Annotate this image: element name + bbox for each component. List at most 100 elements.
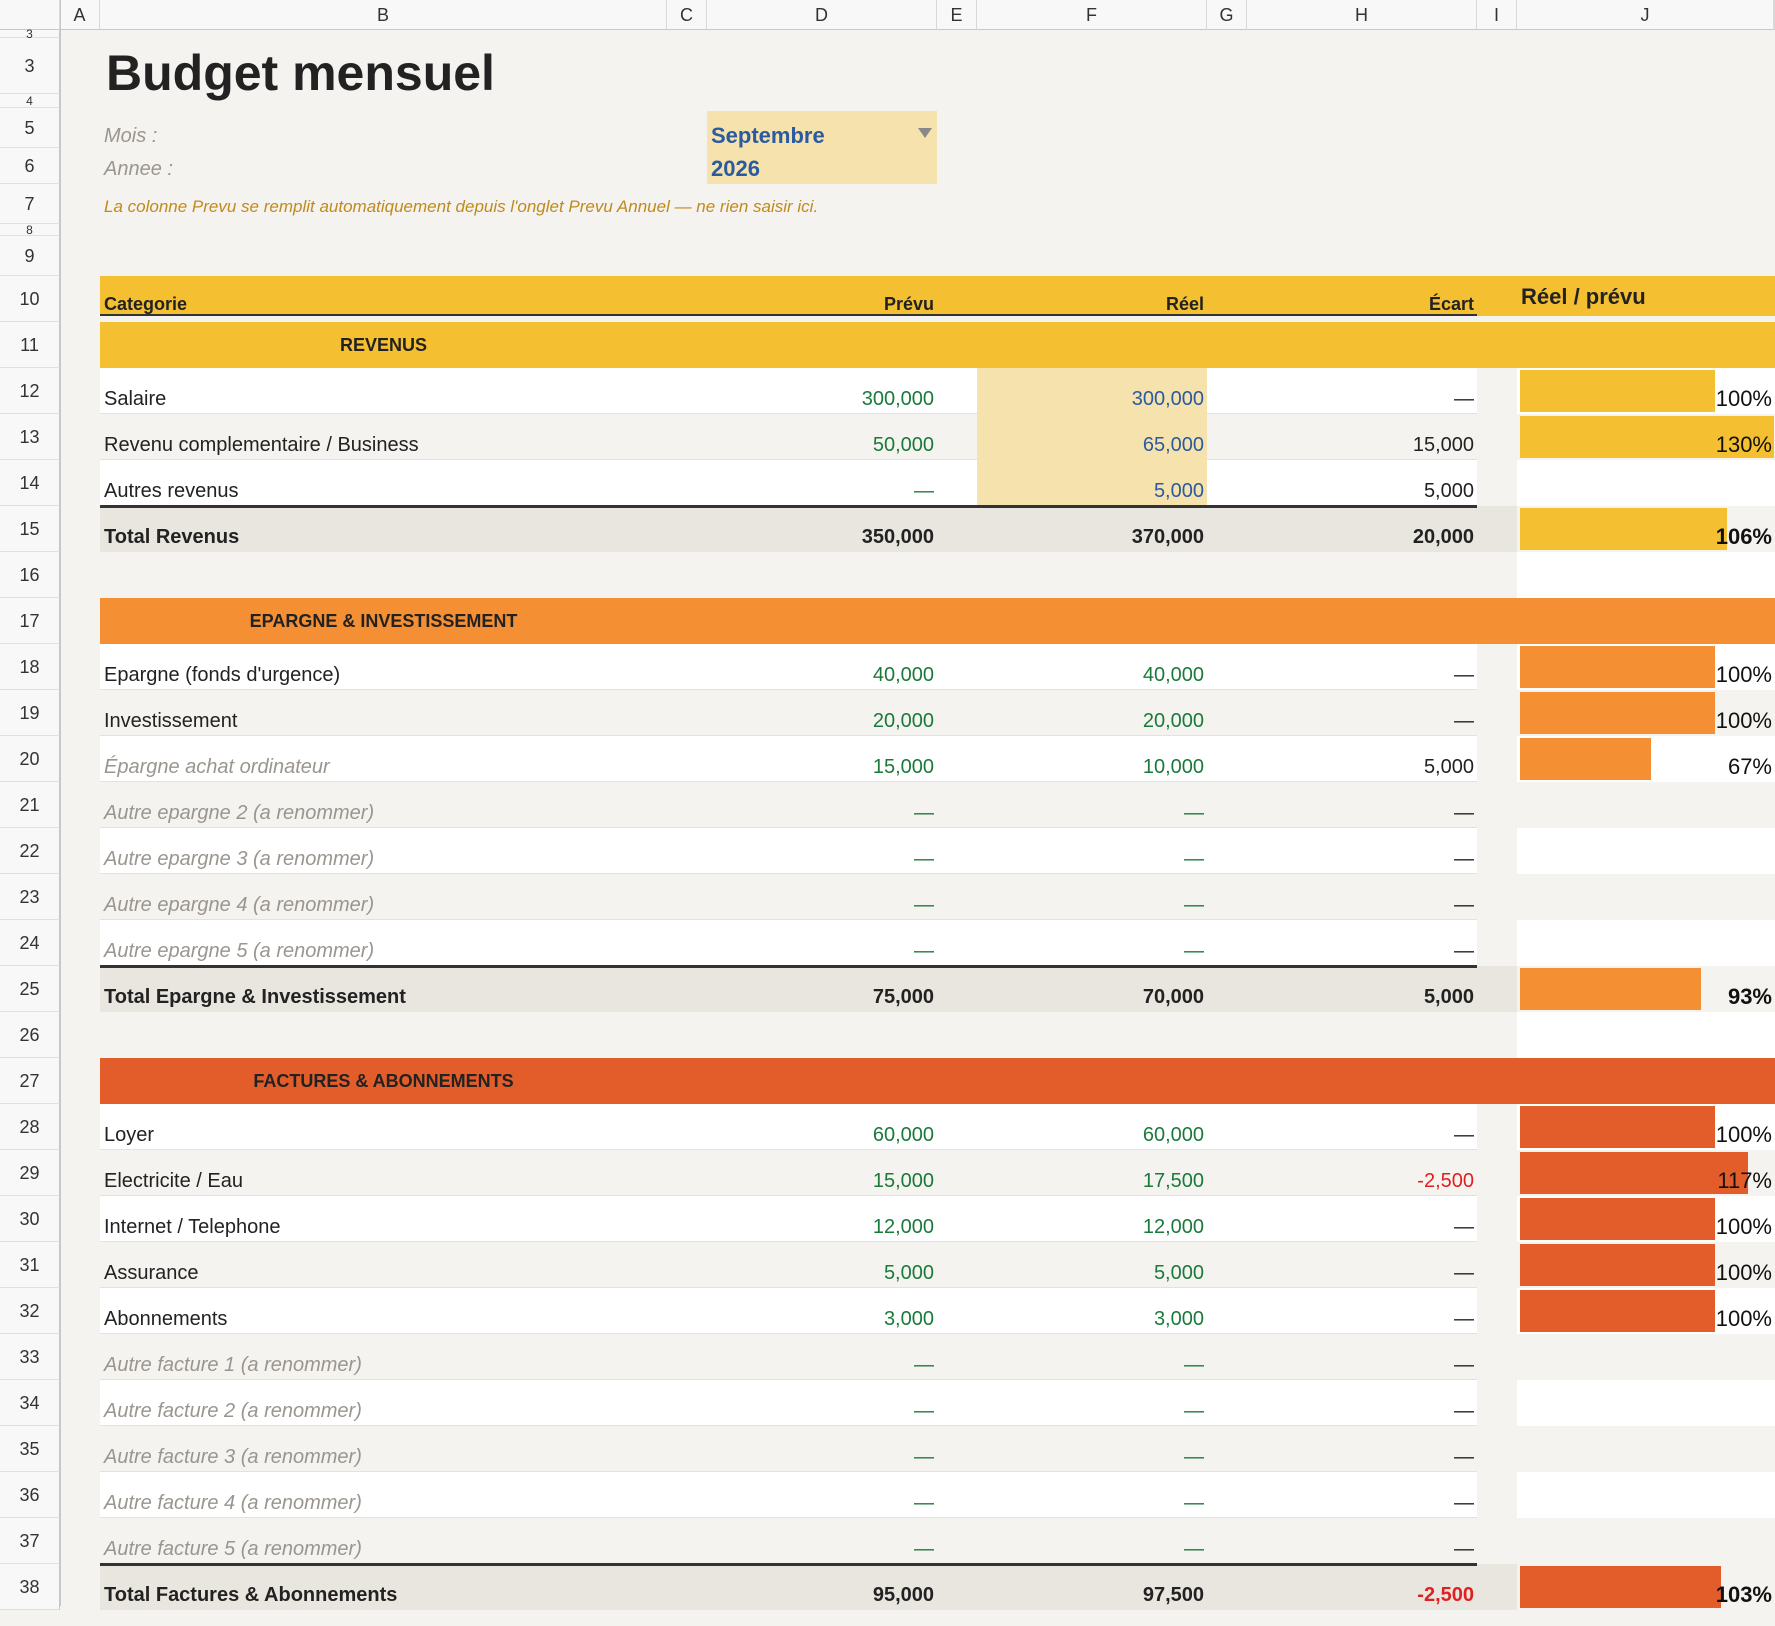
column-header-b[interactable]: B (100, 0, 667, 30)
prevu-value[interactable]: — (914, 802, 934, 824)
reel-input-bg[interactable] (977, 368, 1207, 414)
ecart-value[interactable]: 5,000 (1423, 756, 1474, 778)
row-header[interactable]: 29 (0, 1150, 60, 1196)
prevu-value[interactable]: 3,000 (883, 1308, 934, 1330)
mois-value[interactable]: Septembre (711, 123, 825, 148)
row-label[interactable]: Assurance (104, 1262, 199, 1284)
prevu-value[interactable]: — (914, 848, 934, 870)
annee-value[interactable]: 2026 (711, 156, 760, 181)
row-header[interactable]: 17 (0, 598, 60, 644)
ecart-value[interactable]: — (1454, 1446, 1474, 1468)
prevu-value[interactable]: — (914, 1492, 934, 1514)
select-all-corner[interactable] (0, 0, 60, 30)
row-label[interactable]: Autre facture 5 (a renommer) (104, 1538, 362, 1560)
reel-value[interactable]: — (1184, 1354, 1204, 1376)
reel-value[interactable]: 17,500 (1142, 1170, 1204, 1192)
prevu-value[interactable]: 40,000 (872, 664, 934, 686)
ecart-value[interactable]: — (1454, 1262, 1474, 1284)
reel-value[interactable]: 65,000 (1142, 434, 1204, 456)
row-header[interactable]: 8 (0, 224, 60, 236)
prevu-value[interactable]: — (914, 894, 934, 916)
column-header-g[interactable]: G (1207, 0, 1247, 30)
row-header[interactable]: 38 (0, 1564, 60, 1610)
row-header[interactable]: 25 (0, 966, 60, 1012)
row-label[interactable]: Autre epargne 4 (a renommer) (104, 894, 375, 916)
row-header[interactable]: 19 (0, 690, 60, 736)
row-header[interactable]: 21 (0, 782, 60, 828)
row-header[interactable]: 34 (0, 1380, 60, 1426)
mois-select[interactable] (707, 111, 937, 148)
ecart-value[interactable]: — (1454, 802, 1474, 824)
reel-value[interactable]: 20,000 (1142, 710, 1204, 732)
row-header[interactable]: 15 (0, 506, 60, 552)
reel-value[interactable]: 12,000 (1142, 1216, 1204, 1238)
ecart-value[interactable]: 15,000 (1412, 434, 1474, 456)
dropdown-arrow-icon[interactable] (918, 125, 932, 138)
column-header-d[interactable]: D (707, 0, 937, 30)
prevu-value[interactable]: 50,000 (872, 434, 934, 456)
reel-value[interactable]: 3,000 (1153, 1308, 1204, 1330)
row-label[interactable]: Autres revenus (104, 480, 239, 502)
reel-value[interactable]: 10,000 (1142, 756, 1204, 778)
prevu-value[interactable]: 300,000 (861, 388, 934, 410)
reel-value[interactable]: 40,000 (1142, 664, 1204, 686)
column-header-h[interactable]: H (1247, 0, 1477, 30)
ecart-value[interactable]: — (1454, 1354, 1474, 1376)
ecart-value[interactable]: — (1454, 1400, 1474, 1422)
row-header[interactable]: 26 (0, 1012, 60, 1058)
ecart-value[interactable]: — (1454, 894, 1474, 916)
prevu-value[interactable]: — (914, 1354, 934, 1376)
prevu-value[interactable]: — (914, 940, 934, 962)
row-label[interactable]: Épargne achat ordinateur (104, 756, 330, 778)
reel-value[interactable]: 60,000 (1142, 1124, 1204, 1146)
reel-value[interactable]: 5,000 (1153, 1262, 1204, 1284)
reel-value[interactable]: — (1184, 940, 1204, 962)
row-header[interactable]: 3 (0, 38, 60, 94)
column-header-i[interactable]: I (1477, 0, 1517, 30)
row-label[interactable]: Autre epargne 5 (a renommer) (104, 940, 375, 962)
prevu-value[interactable]: 15,000 (872, 1170, 934, 1192)
row-label[interactable]: Autre facture 3 (a renommer) (104, 1446, 362, 1468)
row-header[interactable]: 11 (0, 322, 60, 368)
row-label[interactable]: Electricite / Eau (104, 1170, 243, 1192)
reel-value[interactable]: 300,000 (1131, 388, 1204, 410)
row-label[interactable]: Investissement (104, 710, 238, 732)
column-header-e[interactable]: E (937, 0, 977, 30)
column-header-j[interactable]: J (1517, 0, 1774, 30)
row-header[interactable]: 37 (0, 1518, 60, 1564)
row-header[interactable]: 14 (0, 460, 60, 506)
reel-value[interactable]: — (1184, 1446, 1204, 1468)
column-header-c[interactable]: C (667, 0, 707, 30)
row-header[interactable]: 10 (0, 276, 60, 322)
reel-value[interactable]: 5,000 (1153, 480, 1204, 502)
row-header[interactable]: 32 (0, 1288, 60, 1334)
row-header[interactable]: 6 (0, 148, 60, 184)
row-label[interactable]: Autre epargne 2 (a renommer) (104, 802, 375, 824)
reel-value[interactable]: — (1184, 1538, 1204, 1560)
row-label[interactable]: Autre facture 4 (a renommer) (104, 1492, 362, 1514)
reel-input-bg[interactable] (977, 414, 1207, 460)
prevu-value[interactable]: 12,000 (872, 1216, 934, 1238)
ecart-value[interactable]: — (1454, 1492, 1474, 1514)
column-header-a[interactable]: A (60, 0, 100, 30)
row-header[interactable]: 3 (0, 28, 60, 40)
row-header[interactable]: 20 (0, 736, 60, 782)
row-header[interactable]: 22 (0, 828, 60, 874)
row-header[interactable]: 9 (0, 236, 60, 276)
reel-value[interactable]: — (1184, 1400, 1204, 1422)
prevu-value[interactable]: 15,000 (872, 756, 934, 778)
reel-value[interactable]: — (1184, 894, 1204, 916)
row-header[interactable]: 27 (0, 1058, 60, 1104)
row-label[interactable]: Internet / Telephone (104, 1216, 281, 1238)
row-label[interactable]: Revenu complementaire / Business (104, 434, 419, 456)
row-header[interactable]: 30 (0, 1196, 60, 1242)
row-header[interactable]: 31 (0, 1242, 60, 1288)
ecart-value[interactable]: 5,000 (1423, 480, 1474, 502)
column-header-f[interactable]: F (977, 0, 1207, 30)
row-header[interactable]: 35 (0, 1426, 60, 1472)
reel-value[interactable]: — (1184, 802, 1204, 824)
row-label[interactable]: Epargne (fonds d'urgence) (104, 664, 341, 686)
prevu-value[interactable]: 60,000 (872, 1124, 934, 1146)
row-header[interactable]: 24 (0, 920, 60, 966)
row-label[interactable]: Autre epargne 3 (a renommer) (104, 848, 375, 870)
